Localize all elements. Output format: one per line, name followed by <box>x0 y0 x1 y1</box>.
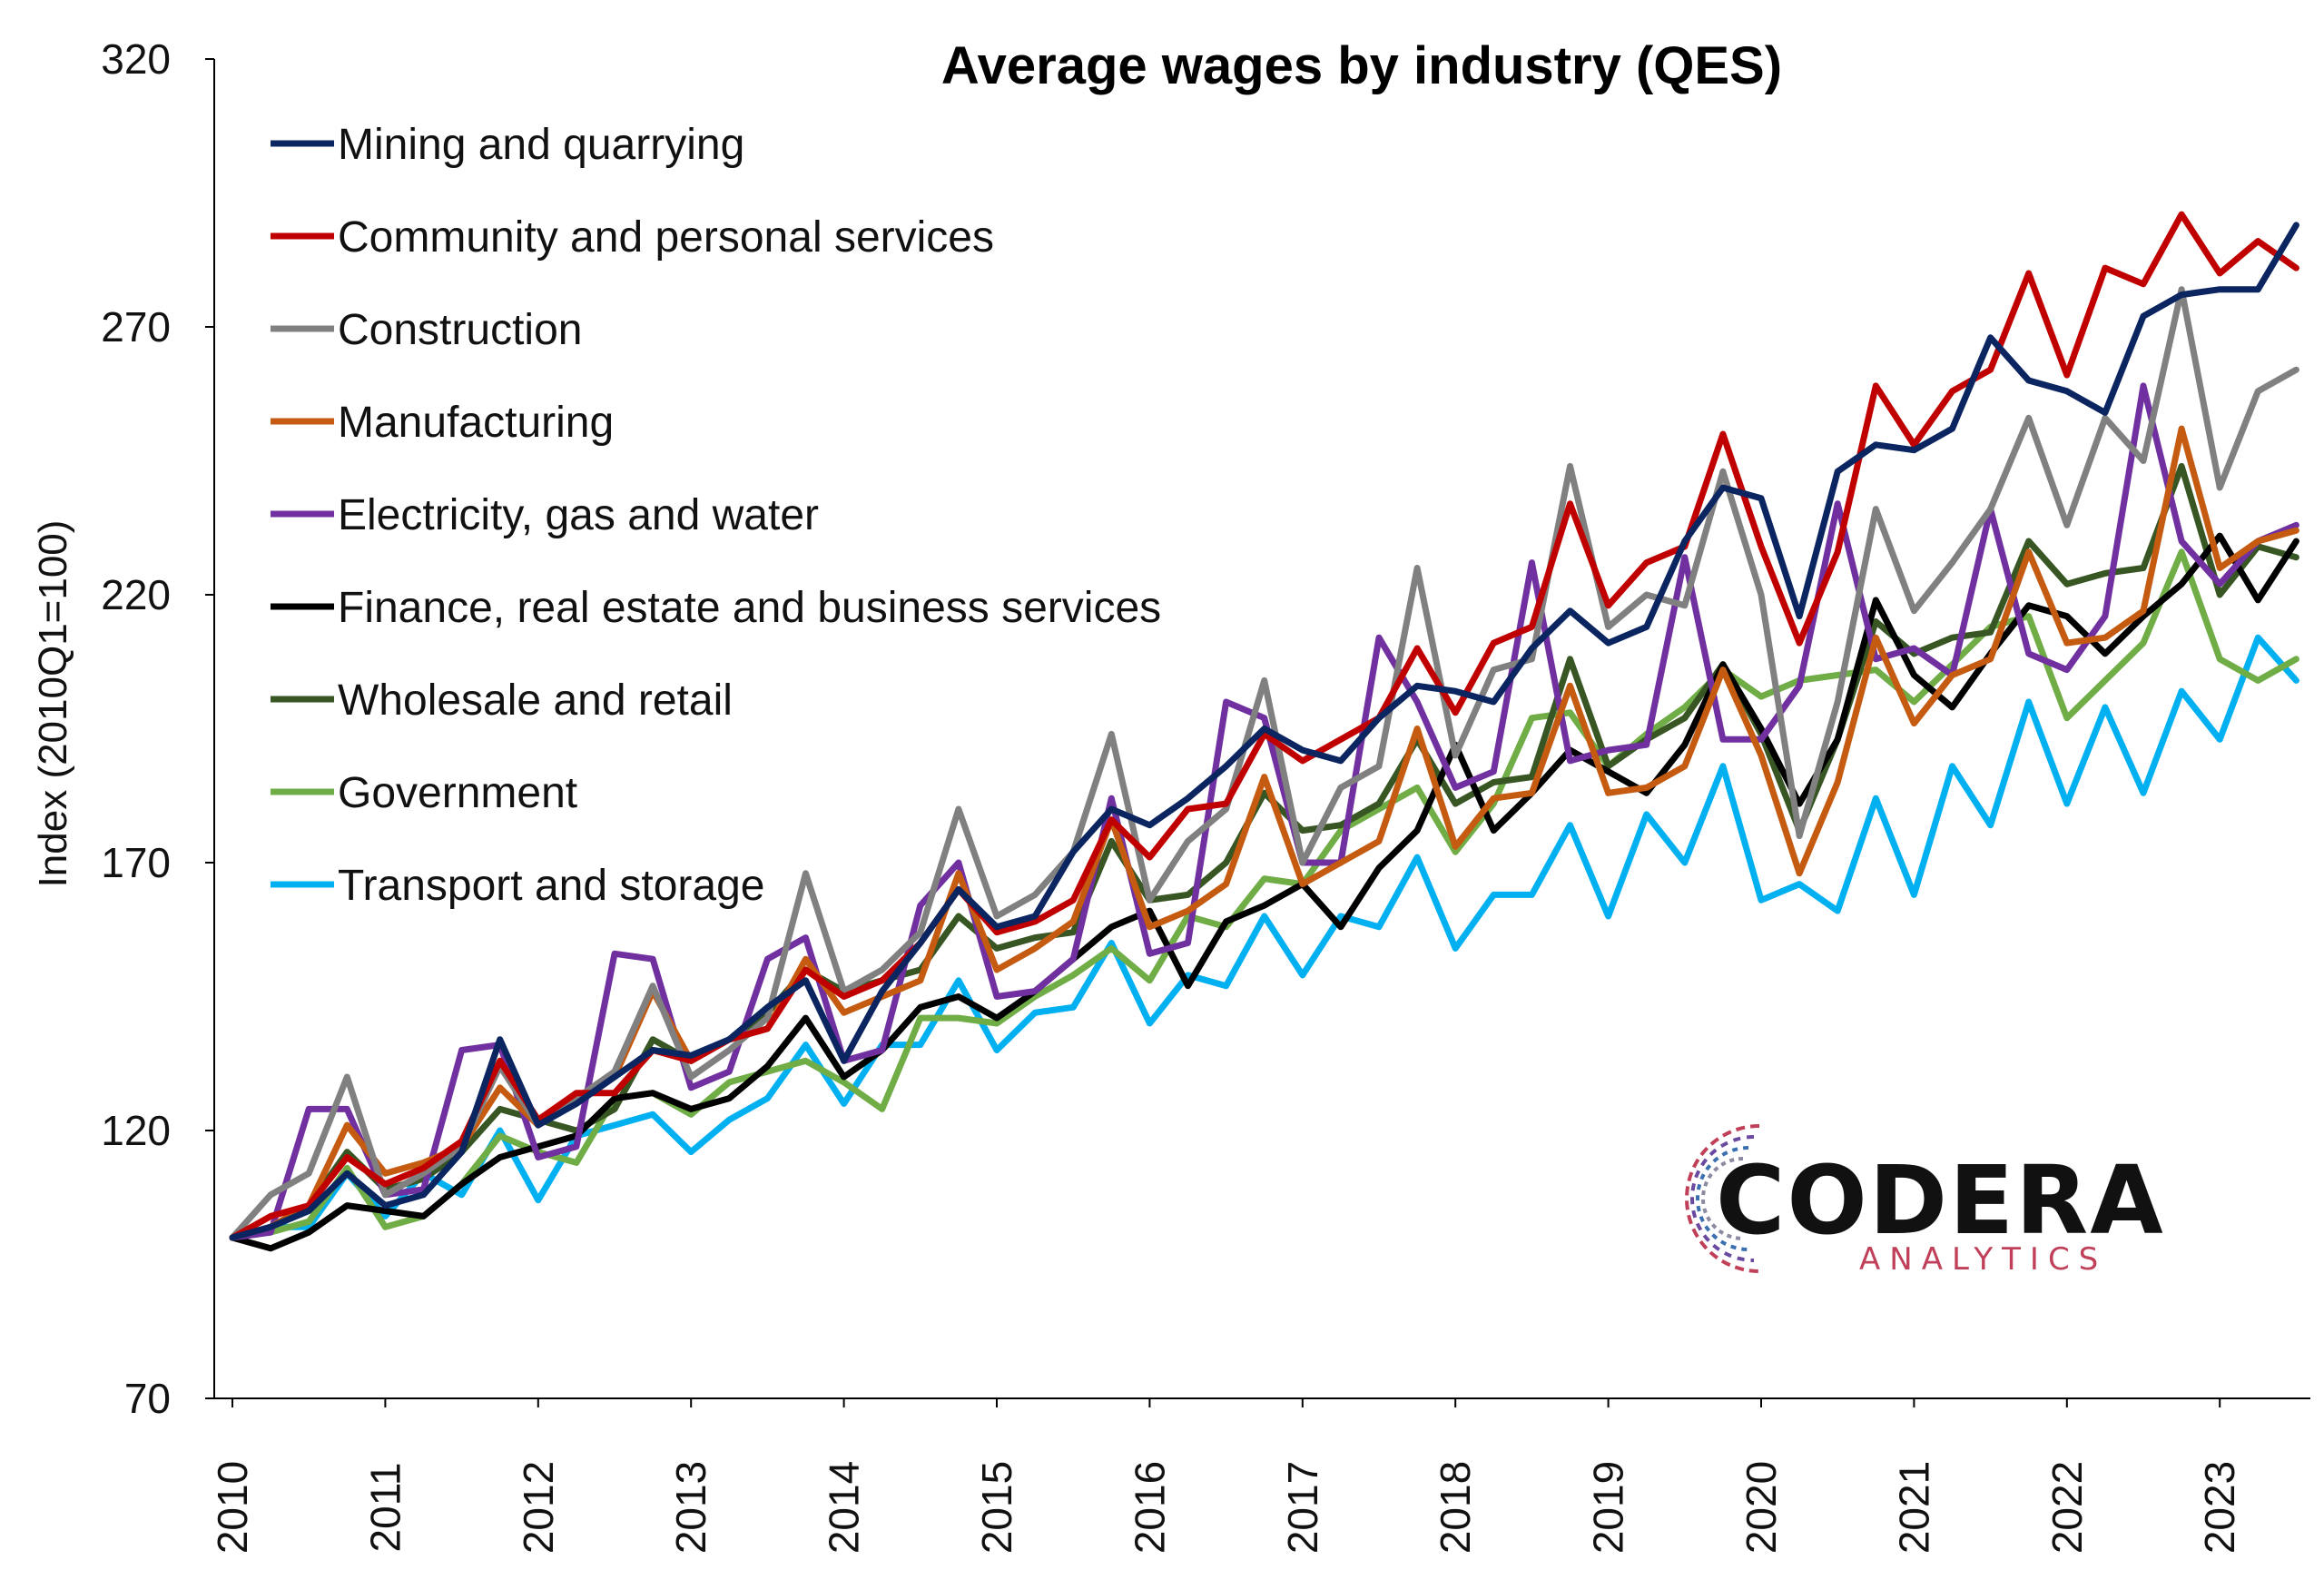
legend-label: Finance, real estate and business servic… <box>338 584 1161 632</box>
legend-item: Wholesale and retail <box>271 676 733 725</box>
legend-label: Electricity, gas and water <box>338 491 819 539</box>
x-tick-label: 2011 <box>361 1463 409 1553</box>
logo-wordmark: CODERA <box>1716 1145 2165 1256</box>
y-tick-label: 170 <box>101 839 171 886</box>
x-tick-label: 2014 <box>821 1461 868 1554</box>
legend-label: Government <box>338 769 577 817</box>
y-tick-label: 120 <box>101 1107 171 1154</box>
chart-title: Average wages by industry (QES) <box>941 36 1782 95</box>
legend-item: Government <box>271 769 577 817</box>
legend-item: Community and personal services <box>271 213 994 262</box>
logo-mark-icon <box>1685 1124 1760 1273</box>
x-tick-label: 2015 <box>973 1461 1020 1554</box>
x-tick-label: 2019 <box>1585 1461 1632 1554</box>
series-line-mining-and-quarrying <box>229 222 2299 1241</box>
legend-item: Mining and quarrying <box>271 121 744 169</box>
legend-item: Construction <box>271 306 582 354</box>
axes: 70 120 170 220 270 320 2010 2011 2012 2013 2014 201… <box>101 35 2310 1554</box>
y-axis-label: Index (2010Q1=100) <box>31 520 75 888</box>
y-tick-label: 320 <box>101 35 171 83</box>
x-tick-label: 2016 <box>1126 1461 1173 1554</box>
x-tick-label: 2020 <box>1738 1461 1785 1554</box>
legend-label: Manufacturing <box>338 399 614 447</box>
legend-label: Mining and quarrying <box>338 121 744 169</box>
legend-item: Finance, real estate and business servic… <box>271 584 1161 632</box>
x-tick-label: 2022 <box>2043 1461 2091 1554</box>
x-tick-label: 2012 <box>515 1461 562 1554</box>
legend-item: Electricity, gas and water <box>271 491 819 539</box>
x-tick-label: 2017 <box>1279 1461 1326 1554</box>
legend-label: Wholesale and retail <box>338 676 733 725</box>
series-line-construction <box>229 286 2299 1241</box>
y-tick-label: 220 <box>101 571 171 618</box>
legend-item: Manufacturing <box>271 399 614 447</box>
x-tick-label: 2021 <box>1890 1461 1937 1554</box>
legend: Mining and quarrying Community and person… <box>271 121 1161 910</box>
legend-label: Construction <box>338 306 582 354</box>
x-tick-label: 2023 <box>2196 1461 2243 1554</box>
codera-logo: CODERA ANALYTICS <box>1685 1124 2165 1278</box>
logo-subtitle: ANALYTICS <box>1859 1241 2107 1278</box>
legend-label: Transport and storage <box>338 862 764 910</box>
x-tick-label: 2013 <box>667 1461 714 1554</box>
x-tick-label: 2018 <box>1432 1461 1479 1554</box>
series-lines <box>229 211 2299 1252</box>
y-tick-label: 70 <box>124 1375 171 1422</box>
x-tick-label: 2010 <box>209 1461 256 1554</box>
legend-item: Transport and storage <box>271 862 764 910</box>
y-tick-label: 270 <box>101 303 171 351</box>
series-line-community-and-personal-services <box>229 211 2299 1241</box>
legend-label: Community and personal services <box>338 213 994 262</box>
